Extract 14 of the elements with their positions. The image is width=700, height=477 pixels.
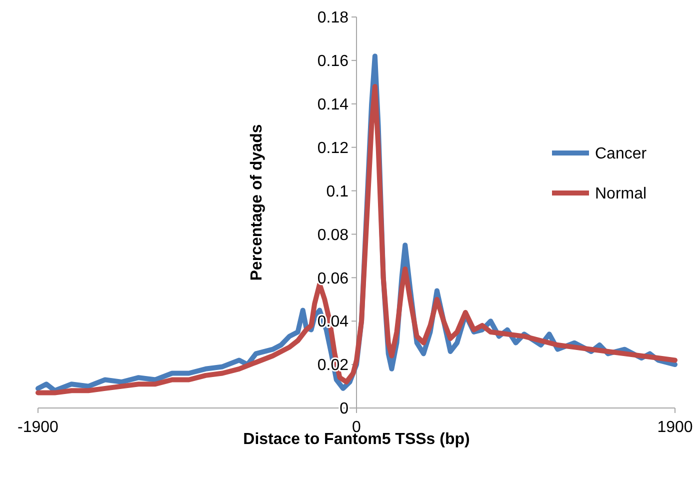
y-tick-label: 0 [340,400,349,418]
x-axis-title: Distace to Fantom5 TSSs (bp) [243,431,470,448]
y-axis-title: Percentage of dyads [248,124,266,281]
y-tick-label: 0.12 [317,140,349,157]
y-tick-label: 0.18 [317,10,349,27]
legend-label: Normal [595,186,647,203]
x-tick-label: -1900 [18,419,59,436]
y-tick-label: 0.1 [326,183,349,200]
legend-label: Cancer [595,146,648,163]
y-tick-label: 0.14 [317,96,349,114]
x-tick-label: 1900 [657,419,693,436]
y-tick-label: 0.08 [317,226,349,244]
y-tick-label: 0.16 [317,53,349,70]
y-tick-label: 0.06 [317,270,349,288]
